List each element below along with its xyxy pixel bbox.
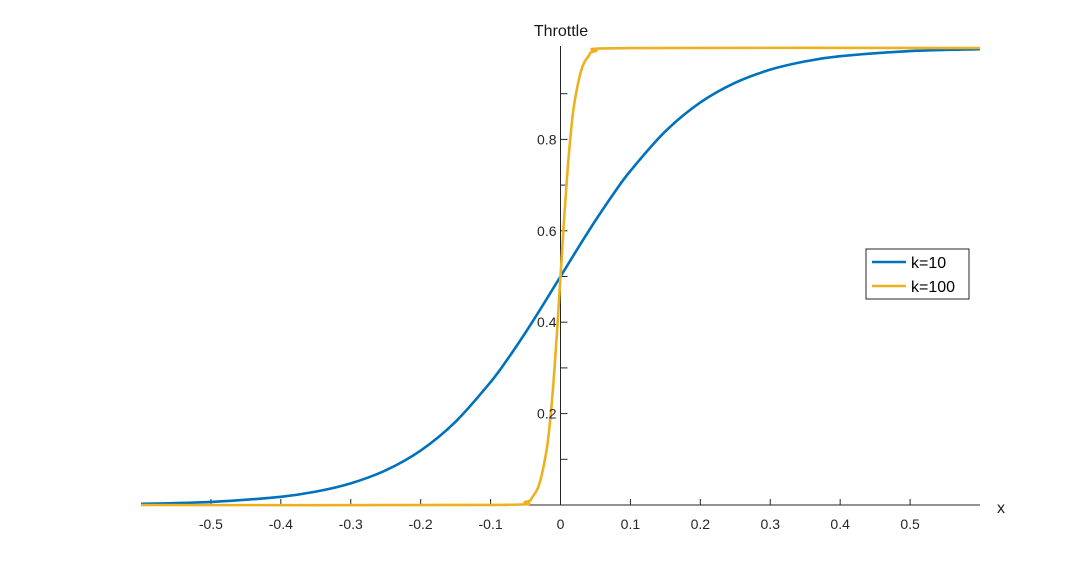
- tick-labels: -0.5 -0.4 -0.3 -0.2 -0.1 0 0.1 0.2 0.3 0.4 0.5 0.2 0…: [199, 131, 920, 532]
- x-tick-label: -0.2: [409, 516, 433, 532]
- x-tick-label: 0.1: [621, 516, 641, 532]
- y-tick-label: 0.2: [537, 406, 557, 422]
- y-axis-label: Throttle: [534, 23, 588, 40]
- y-tick-label: 0.6: [537, 223, 557, 239]
- legend: k=10 k=100: [865, 248, 970, 300]
- legend-box: [865, 248, 970, 300]
- x-tick-label: -0.5: [199, 516, 223, 532]
- x-tick-label: -0.1: [479, 516, 503, 532]
- x-tick-label: -0.4: [269, 516, 293, 532]
- legend-label: k=100: [911, 279, 955, 296]
- x-tick-label: 0: [557, 516, 565, 532]
- y-tick-label: 0.8: [537, 131, 557, 147]
- x-tick-label: 0.2: [691, 516, 711, 532]
- x-axis-label: x: [997, 500, 1005, 517]
- plot-lines: [140, 46, 981, 507]
- x-tick-label: 0.5: [900, 516, 920, 532]
- x-tick-label: 0.3: [761, 516, 781, 532]
- y-tick-label: 0.4: [537, 314, 557, 330]
- legend-label: k=10: [911, 255, 946, 272]
- x-tick-label: 0.4: [830, 516, 850, 532]
- x-tick-label: -0.3: [339, 516, 363, 532]
- series-line-k-100: [140, 46, 981, 507]
